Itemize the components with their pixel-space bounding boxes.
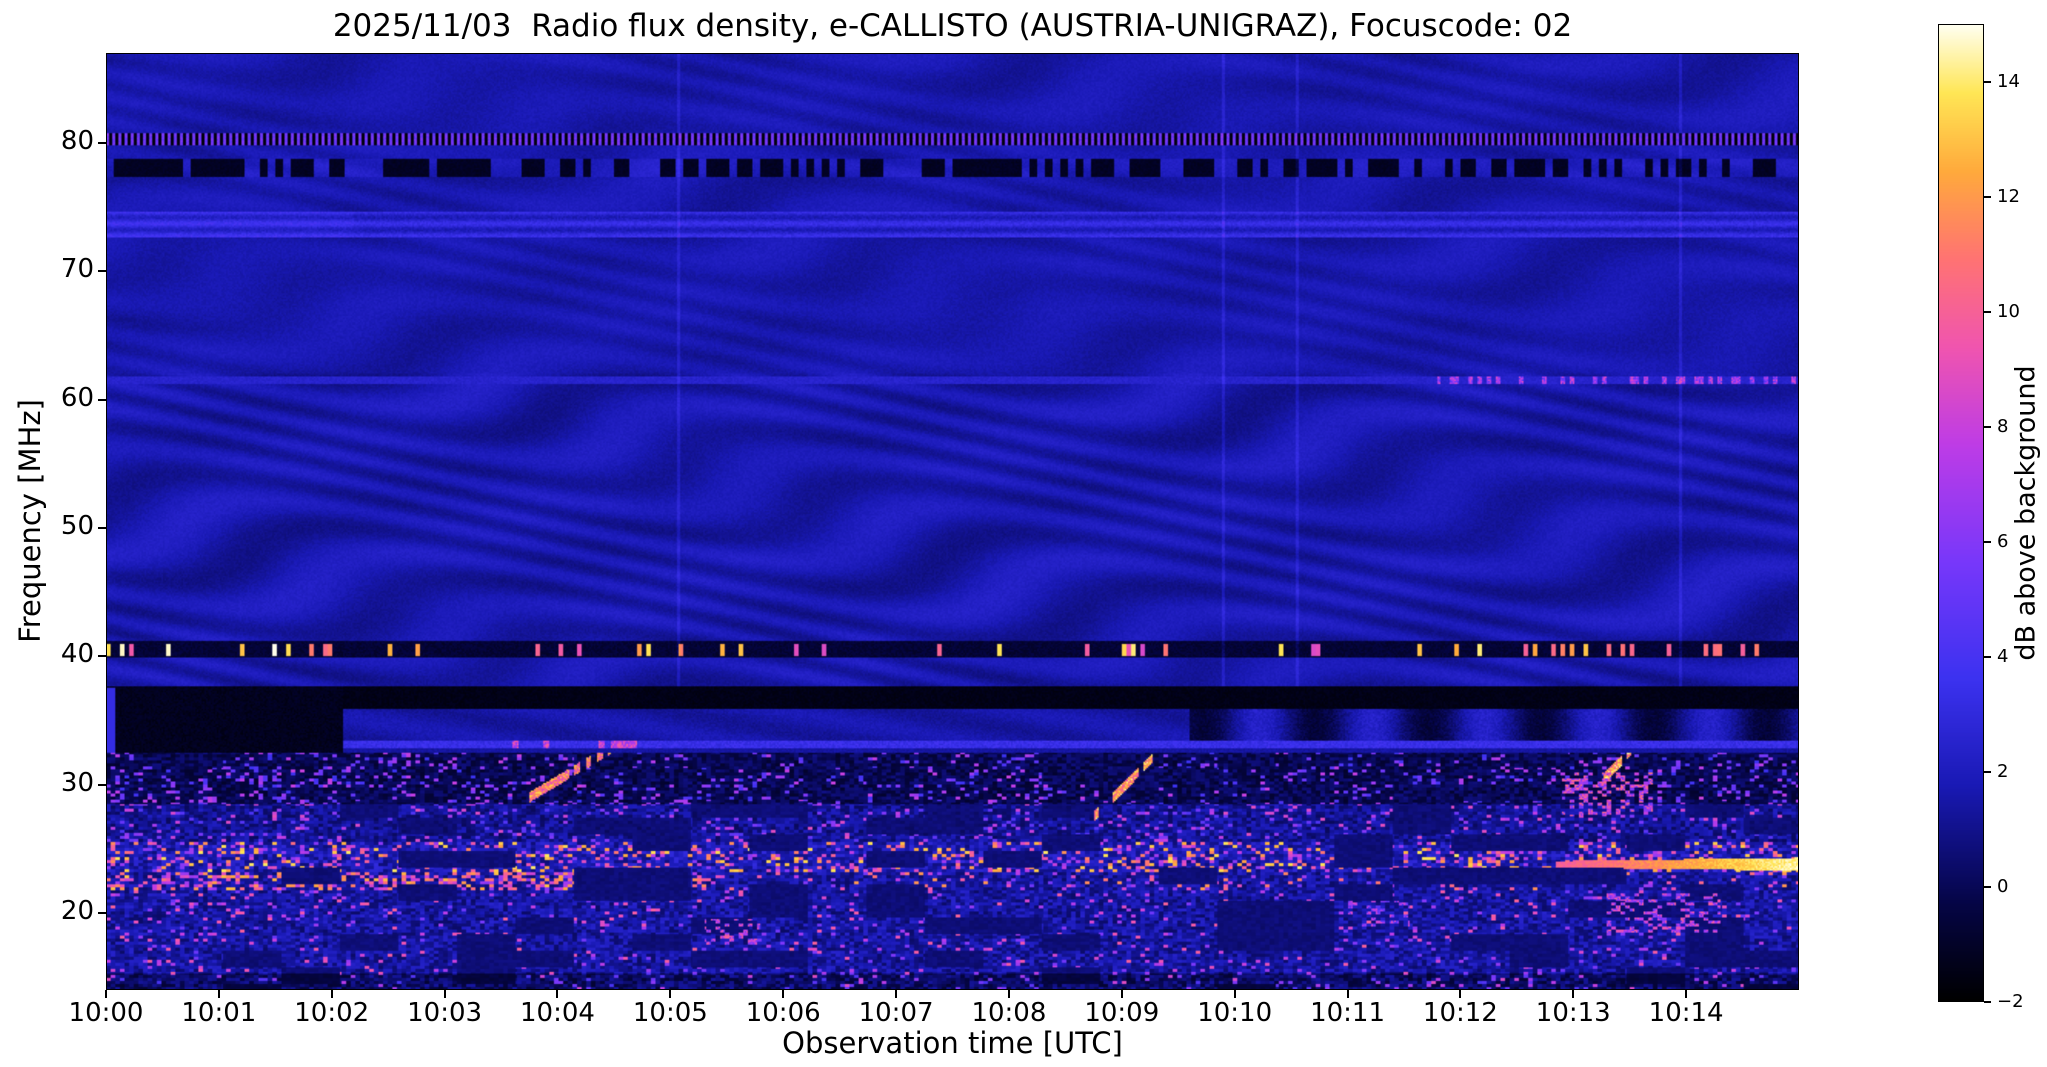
colorbar-tick-label: 10 (1997, 300, 2020, 322)
chart-title: 2025/11/03 Radio flux density, e-CALLIST… (332, 8, 1573, 44)
y-tick-label: 20 (60, 895, 94, 926)
colorbar-tick-label: 4 (1997, 645, 2009, 667)
colorbar-tick-label: 2 (1997, 760, 2009, 782)
x-tick-label: 10:08 (971, 998, 1047, 1028)
x-tick-mark (1233, 990, 1236, 998)
x-tick-label: 10:07 (858, 998, 934, 1028)
x-tick-mark (1007, 990, 1010, 998)
y-tick-mark (98, 911, 106, 914)
x-tick-mark (1459, 990, 1462, 998)
x-tick-mark (1346, 990, 1349, 998)
y-tick-label: 70 (60, 254, 94, 285)
colorbar-tick-mark (1984, 1001, 1991, 1003)
x-tick-label: 10:09 (1084, 998, 1160, 1028)
x-axis-label: Observation time [UTC] (782, 1026, 1123, 1060)
y-tick-mark (98, 783, 106, 786)
colorbar-tick-mark (1984, 540, 1991, 543)
y-tick-mark (98, 655, 106, 658)
x-tick-mark (1685, 990, 1688, 998)
colorbar-tick-label: 12 (1997, 185, 2020, 207)
x-tick-label: 10:05 (632, 998, 708, 1028)
colorbar-tick-mark (1984, 885, 1991, 888)
colorbar-tick-mark (1984, 655, 1991, 658)
x-tick-label: 10:13 (1535, 998, 1611, 1028)
y-tick-mark (98, 141, 106, 144)
x-tick-mark (782, 990, 785, 998)
x-tick-label: 10:00 (68, 998, 144, 1028)
y-tick-label: 80 (60, 125, 94, 156)
x-tick-mark (556, 990, 559, 998)
y-tick-mark (98, 398, 106, 401)
colorbar-label: dB above background (2010, 365, 2042, 661)
x-tick-label: 10:04 (519, 998, 595, 1028)
colorbar-tick-mark (1984, 80, 1991, 83)
x-tick-mark (330, 990, 333, 998)
x-tick-mark (443, 990, 446, 998)
colorbar-tick-mark (1984, 310, 1991, 313)
x-tick-mark (1572, 990, 1575, 998)
x-tick-mark (1120, 990, 1123, 998)
x-tick-mark (669, 990, 672, 998)
x-tick-label: 10:02 (294, 998, 370, 1028)
x-tick-label: 10:06 (745, 998, 821, 1028)
colorbar-gradient (1938, 24, 1984, 1002)
x-tick-label: 10:10 (1197, 998, 1273, 1028)
x-tick-mark (217, 990, 220, 998)
y-tick-label: 60 (60, 382, 94, 413)
y-tick-mark (98, 270, 106, 273)
colorbar-tick-label: 6 (1997, 530, 2009, 552)
y-tick-mark (98, 526, 106, 529)
y-tick-label: 30 (60, 767, 94, 798)
colorbar-tick-label: 0 (1997, 875, 2009, 897)
colorbar-tick-label: 14 (1997, 70, 2020, 92)
x-tick-mark (105, 990, 107, 998)
colorbar-tick-mark (1984, 195, 1991, 198)
x-tick-label: 10:11 (1310, 998, 1385, 1028)
x-tick-label: 10:14 (1648, 998, 1724, 1028)
colorbar-tick-mark (1984, 770, 1991, 773)
x-tick-label: 10:03 (407, 998, 483, 1028)
colorbar-tick-label: 8 (1997, 415, 2009, 437)
x-tick-label: 10:12 (1422, 998, 1498, 1028)
x-tick-label: 10:01 (181, 998, 257, 1028)
colorbar-tick-mark (1984, 425, 1991, 428)
colorbar-tick-label: −2 (1997, 991, 2024, 1012)
spectrogram-canvas (106, 53, 1799, 990)
y-tick-label: 50 (60, 510, 94, 541)
x-tick-mark (895, 990, 898, 998)
y-tick-label: 40 (60, 639, 94, 670)
